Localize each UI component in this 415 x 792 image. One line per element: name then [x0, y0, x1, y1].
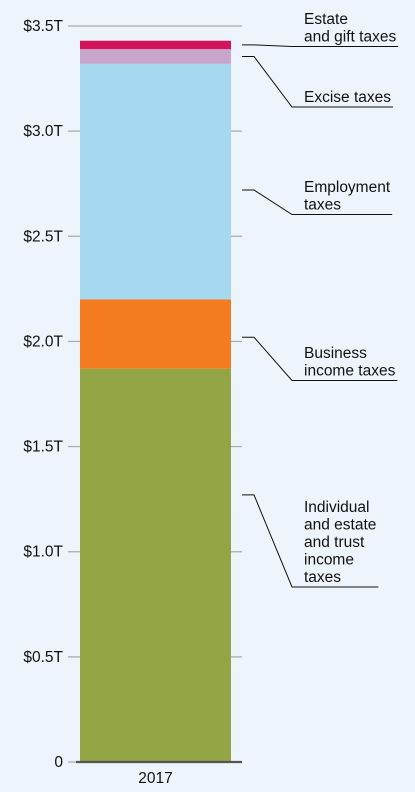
callout-label: Employment	[304, 179, 391, 196]
bar-segment	[80, 299, 231, 369]
y-tick-label: 0	[54, 754, 63, 771]
callout-label: income taxes	[304, 363, 396, 380]
callout-leader-line	[242, 189, 393, 215]
callout-label: taxes	[304, 569, 341, 586]
callout-label: Excise taxes	[304, 89, 391, 106]
y-tick-label: $0.5T	[23, 649, 63, 666]
y-tick-label: $2.0T	[23, 333, 63, 350]
bar-segment	[80, 63, 231, 300]
y-tick-label: $2.5T	[23, 228, 63, 245]
x-tick-label: 2017	[138, 770, 172, 787]
callout-label: and trust	[304, 534, 365, 551]
callout-label: and estate	[304, 517, 376, 534]
callout-leader-line	[242, 336, 398, 381]
y-tick-label: $1.5T	[23, 439, 63, 456]
y-tick-label: $3.0T	[23, 123, 63, 140]
y-tick-label: $1.0T	[23, 544, 63, 561]
callout-label: Individual	[304, 499, 370, 516]
callout-label: and gift taxes	[304, 29, 396, 46]
bar-segment	[80, 40, 231, 50]
callout-leader-line	[242, 55, 394, 108]
bar-segment	[80, 368, 231, 762]
callout-label: Estate	[304, 11, 348, 28]
callout-leader-line	[242, 44, 399, 47]
callout-label: income	[304, 552, 354, 569]
callout-label: taxes	[304, 197, 341, 214]
bar-segment	[80, 49, 231, 64]
y-tick-label: $3.5T	[23, 18, 63, 35]
callout-label: Business	[304, 345, 367, 362]
callout-leader-line	[242, 494, 379, 588]
